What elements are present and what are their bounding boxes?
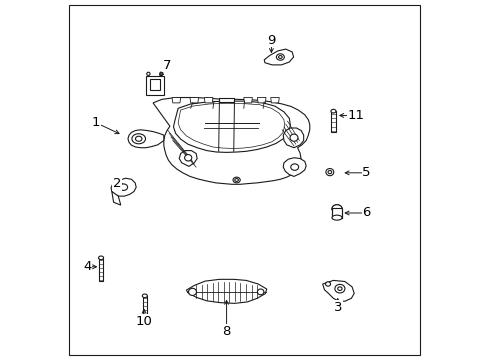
Ellipse shape <box>160 72 163 76</box>
Polygon shape <box>178 103 284 148</box>
Ellipse shape <box>142 294 147 298</box>
Ellipse shape <box>99 256 103 260</box>
Text: 3: 3 <box>333 301 341 314</box>
Bar <box>330 111 335 132</box>
Ellipse shape <box>146 72 150 76</box>
Bar <box>142 296 147 319</box>
Ellipse shape <box>331 205 341 213</box>
Ellipse shape <box>184 154 191 161</box>
Polygon shape <box>179 150 197 166</box>
Ellipse shape <box>135 136 142 141</box>
Bar <box>331 208 341 218</box>
Polygon shape <box>128 130 163 148</box>
Ellipse shape <box>325 282 330 286</box>
Ellipse shape <box>120 184 127 190</box>
Ellipse shape <box>330 109 335 113</box>
Polygon shape <box>283 128 303 148</box>
Text: 5: 5 <box>362 166 370 179</box>
Polygon shape <box>219 98 234 102</box>
Ellipse shape <box>233 177 240 183</box>
Polygon shape <box>112 192 121 205</box>
Polygon shape <box>153 98 309 184</box>
Ellipse shape <box>257 289 264 295</box>
Text: 2: 2 <box>113 177 121 190</box>
Text: 9: 9 <box>266 33 275 47</box>
Polygon shape <box>264 49 293 65</box>
Polygon shape <box>111 178 136 196</box>
Polygon shape <box>283 158 305 176</box>
Ellipse shape <box>327 171 331 174</box>
Ellipse shape <box>331 205 341 213</box>
Text: 10: 10 <box>135 315 152 328</box>
Polygon shape <box>204 98 212 103</box>
Bar <box>145 76 164 95</box>
Polygon shape <box>322 280 353 301</box>
Text: 6: 6 <box>362 207 370 220</box>
Ellipse shape <box>334 284 344 293</box>
Polygon shape <box>244 98 252 103</box>
Polygon shape <box>270 98 279 103</box>
Ellipse shape <box>325 168 333 176</box>
Ellipse shape <box>331 215 341 220</box>
Bar <box>149 79 160 90</box>
Text: 7: 7 <box>163 59 171 72</box>
Polygon shape <box>186 279 266 303</box>
Text: 11: 11 <box>346 109 364 122</box>
Bar <box>99 258 103 281</box>
Polygon shape <box>173 101 290 152</box>
Text: 4: 4 <box>83 260 91 273</box>
Ellipse shape <box>188 288 196 296</box>
Ellipse shape <box>276 54 284 60</box>
Polygon shape <box>172 98 180 103</box>
Polygon shape <box>190 98 198 103</box>
Ellipse shape <box>234 179 238 181</box>
Text: 1: 1 <box>91 116 100 129</box>
Polygon shape <box>257 98 265 103</box>
Ellipse shape <box>278 55 282 58</box>
Ellipse shape <box>289 134 297 141</box>
Ellipse shape <box>337 287 341 291</box>
Ellipse shape <box>132 134 145 144</box>
Ellipse shape <box>290 164 298 170</box>
Text: 8: 8 <box>222 325 230 338</box>
